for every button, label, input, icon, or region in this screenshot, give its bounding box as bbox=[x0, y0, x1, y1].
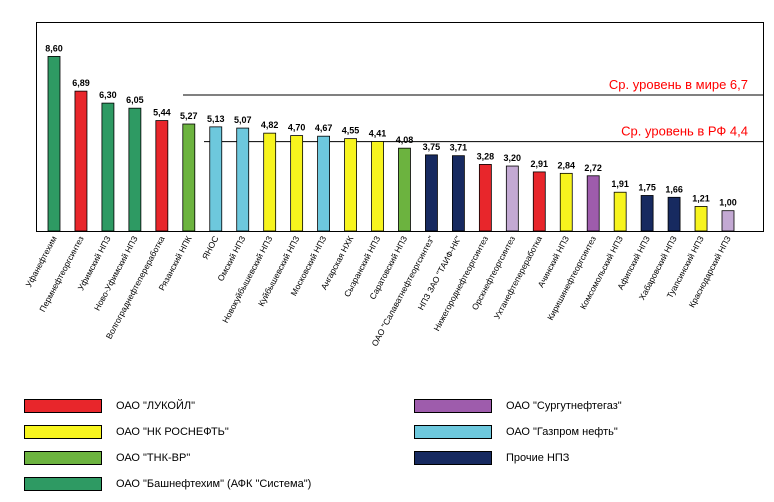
value-label-10: 4,70 bbox=[288, 123, 306, 133]
legend-swatch-other bbox=[414, 451, 492, 465]
value-label-20: 2,84 bbox=[557, 160, 575, 170]
legend-swatch-tnkbp bbox=[24, 451, 102, 465]
legend-swatch-lukoil bbox=[24, 399, 102, 413]
value-label-5: 5,44 bbox=[153, 108, 171, 118]
value-label-1: 8,60 bbox=[45, 43, 63, 53]
bar-5 bbox=[155, 120, 169, 232]
bar-24 bbox=[667, 196, 681, 232]
value-label-19: 2,91 bbox=[531, 159, 549, 169]
bar-23 bbox=[640, 195, 654, 232]
bar-6 bbox=[182, 123, 196, 232]
reference-line-label-2: Ср. уровень в РФ 4,4 bbox=[621, 124, 748, 139]
chart-plot-frame bbox=[36, 22, 764, 232]
value-label-9: 4,82 bbox=[261, 120, 279, 130]
value-label-2: 6,89 bbox=[72, 78, 90, 88]
legend-swatch-rosneft bbox=[24, 425, 102, 439]
legend-item-other: Прочие НПЗ bbox=[414, 450, 569, 466]
value-label-18: 3,20 bbox=[504, 153, 522, 163]
bar-16 bbox=[451, 155, 465, 232]
bar-20 bbox=[559, 172, 573, 232]
value-label-14: 4,08 bbox=[396, 135, 414, 145]
bar-22 bbox=[613, 191, 627, 232]
value-label-16: 3,71 bbox=[450, 143, 468, 153]
bar-3 bbox=[101, 102, 115, 232]
legend-label-other: Прочие НПЗ bbox=[506, 452, 570, 464]
bar-12 bbox=[344, 138, 357, 232]
value-label-13: 4,41 bbox=[369, 128, 387, 138]
legend-label-surgut: ОАО "Сургутнефтегаз" bbox=[506, 400, 622, 412]
value-label-25: 1,21 bbox=[692, 193, 710, 203]
legend-item-tnkbp: ОАО "ТНК-ВР" bbox=[24, 450, 190, 466]
value-label-22: 1,91 bbox=[611, 179, 629, 189]
legend-item-surgut: ОАО "Сургутнефтегаз" bbox=[414, 398, 622, 414]
legend-item-rosneft: ОАО "НК РОСНЕФТЬ" bbox=[24, 424, 229, 440]
bar-9 bbox=[263, 132, 277, 232]
reference-line-label-1: Ср. уровень в мире 6,7 bbox=[609, 77, 748, 92]
legend-label-bashneft: ОАО "Башнефтехим" (АФК "Система") bbox=[116, 478, 312, 490]
bar-14 bbox=[398, 147, 411, 232]
legend-swatch-bashneft bbox=[24, 477, 102, 491]
value-label-4: 6,05 bbox=[126, 95, 144, 105]
bar-26 bbox=[721, 210, 735, 232]
value-label-12: 4,55 bbox=[342, 126, 360, 136]
bar-11 bbox=[317, 135, 331, 232]
bar-8 bbox=[236, 127, 250, 232]
legend-label-lukoil: ОАО "ЛУКОЙЛ" bbox=[116, 400, 196, 412]
value-label-26: 1,00 bbox=[719, 198, 737, 208]
value-label-8: 5,07 bbox=[234, 115, 252, 125]
category-label-19: Ухтанефтепереработка bbox=[492, 234, 544, 321]
category-label-9: Новокуйбышевский НПЗ bbox=[220, 234, 274, 324]
legend-label-rosneft: ОАО "НК РОСНЕФТЬ" bbox=[116, 426, 229, 438]
bar-4 bbox=[128, 107, 142, 232]
bar-1 bbox=[47, 56, 61, 232]
bar-13 bbox=[371, 141, 384, 232]
legend-label-tnkbp: ОАО "ТНК-ВР" bbox=[116, 452, 191, 464]
bar-19 bbox=[532, 171, 546, 232]
value-label-15: 3,75 bbox=[423, 142, 441, 152]
value-label-7: 5,13 bbox=[207, 114, 225, 124]
legend-item-lukoil: ОАО "ЛУКОЙЛ" bbox=[24, 398, 195, 414]
bar-21 bbox=[586, 175, 600, 232]
bar-7 bbox=[209, 126, 223, 232]
value-label-3: 6,30 bbox=[99, 90, 117, 100]
legend-swatch-gazpromneft bbox=[414, 425, 492, 439]
value-label-24: 1,66 bbox=[665, 184, 683, 194]
legend-item-bashneft: ОАО "Башнефтехим" (АФК "Система") bbox=[24, 476, 311, 492]
value-label-6: 5,27 bbox=[180, 111, 198, 121]
bar-25 bbox=[694, 206, 708, 232]
value-label-11: 4,67 bbox=[315, 123, 333, 133]
category-label-21: Киришинефтеоргсинтез bbox=[545, 234, 598, 322]
legend-swatch-surgut bbox=[414, 399, 492, 413]
value-label-23: 1,75 bbox=[638, 182, 656, 192]
category-label-7: ЯНОС bbox=[200, 234, 221, 261]
bar-15 bbox=[425, 154, 438, 232]
value-label-21: 2,72 bbox=[584, 163, 602, 173]
bar-chart: Ср. уровень в мире 6,7 Ср. уровень в РФ 4… bbox=[23, 43, 764, 348]
bar-10 bbox=[290, 135, 304, 232]
bar-2 bbox=[74, 90, 88, 232]
bar-17 bbox=[478, 164, 492, 232]
legend-label-gazpromneft: ОАО "Газпром нефть" bbox=[506, 426, 618, 438]
value-label-17: 3,28 bbox=[477, 151, 495, 161]
bar-18 bbox=[505, 165, 519, 232]
legend-item-gazpromneft: ОАО "Газпром нефть" bbox=[414, 424, 618, 440]
